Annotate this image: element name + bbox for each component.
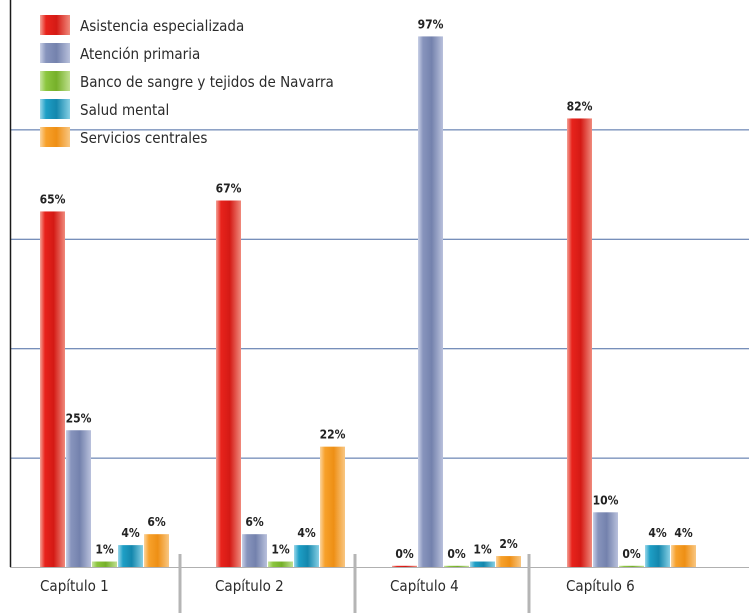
data-label: 4% <box>674 526 693 540</box>
data-label: 25% <box>66 411 92 425</box>
legend-label: Salud mental <box>80 101 169 119</box>
data-label: 10% <box>593 493 619 507</box>
category-separators <box>178 554 531 613</box>
bar <box>320 446 345 567</box>
bar <box>92 561 117 567</box>
bars <box>40 36 696 568</box>
bar <box>645 545 670 567</box>
legend-swatch <box>40 15 70 35</box>
bar <box>40 211 65 567</box>
data-label: 22% <box>320 428 346 442</box>
data-label: 82% <box>567 99 593 113</box>
data-label: 0% <box>447 547 466 561</box>
bar <box>567 118 592 568</box>
data-label: 1% <box>271 543 290 557</box>
legend-swatch <box>40 71 70 91</box>
bar <box>392 565 417 567</box>
legend-label: Atención primaria <box>80 45 200 63</box>
legend-label: Banco de sangre y tejidos de Navarra <box>80 73 334 91</box>
data-label: 6% <box>245 515 264 529</box>
data-label: 0% <box>622 547 641 561</box>
category-labels: Capítulo 1 Capítulo 2 Capítulo 4 Capítul… <box>40 577 635 595</box>
bar <box>444 565 469 567</box>
category-label: Capítulo 1 <box>40 577 109 595</box>
data-label: 1% <box>95 543 114 557</box>
bar <box>496 556 521 567</box>
category-label: Capítulo 6 <box>566 577 635 595</box>
data-label: 1% <box>473 543 492 557</box>
bar <box>66 430 91 567</box>
data-label: 4% <box>121 526 140 540</box>
legend-label: Asistencia especializada <box>80 17 244 35</box>
bar <box>118 545 143 567</box>
gridlines <box>10 129 749 459</box>
data-label: 6% <box>147 515 166 529</box>
data-label: 67% <box>216 182 242 196</box>
bar <box>268 561 293 567</box>
legend-swatch <box>40 43 70 63</box>
data-label: 4% <box>297 526 316 540</box>
bar <box>671 545 696 567</box>
data-label: 65% <box>40 192 66 206</box>
legend-swatch <box>40 127 70 147</box>
bar <box>619 565 644 567</box>
bar <box>144 534 169 567</box>
bar <box>294 545 319 567</box>
data-label: 4% <box>648 526 667 540</box>
legend-swatch <box>40 99 70 119</box>
data-label: 0% <box>395 547 414 561</box>
bar <box>242 534 267 567</box>
value-labels: 65% 25% 1% 4% 6% 67% 6% 1% 4% 22% 0% 97% 0% 1% 2% 82% 10… <box>40 17 693 560</box>
category-label: Capítulo 4 <box>390 577 459 595</box>
bar <box>216 200 241 567</box>
data-label: 2% <box>499 537 518 551</box>
bar <box>593 512 618 567</box>
legend: Asistencia especializada Atención primar… <box>40 15 334 147</box>
legend-label: Servicios centrales <box>80 129 207 147</box>
bar <box>470 561 495 567</box>
data-label: 97% <box>418 17 444 31</box>
bar <box>418 36 443 568</box>
category-label: Capítulo 2 <box>215 577 284 595</box>
